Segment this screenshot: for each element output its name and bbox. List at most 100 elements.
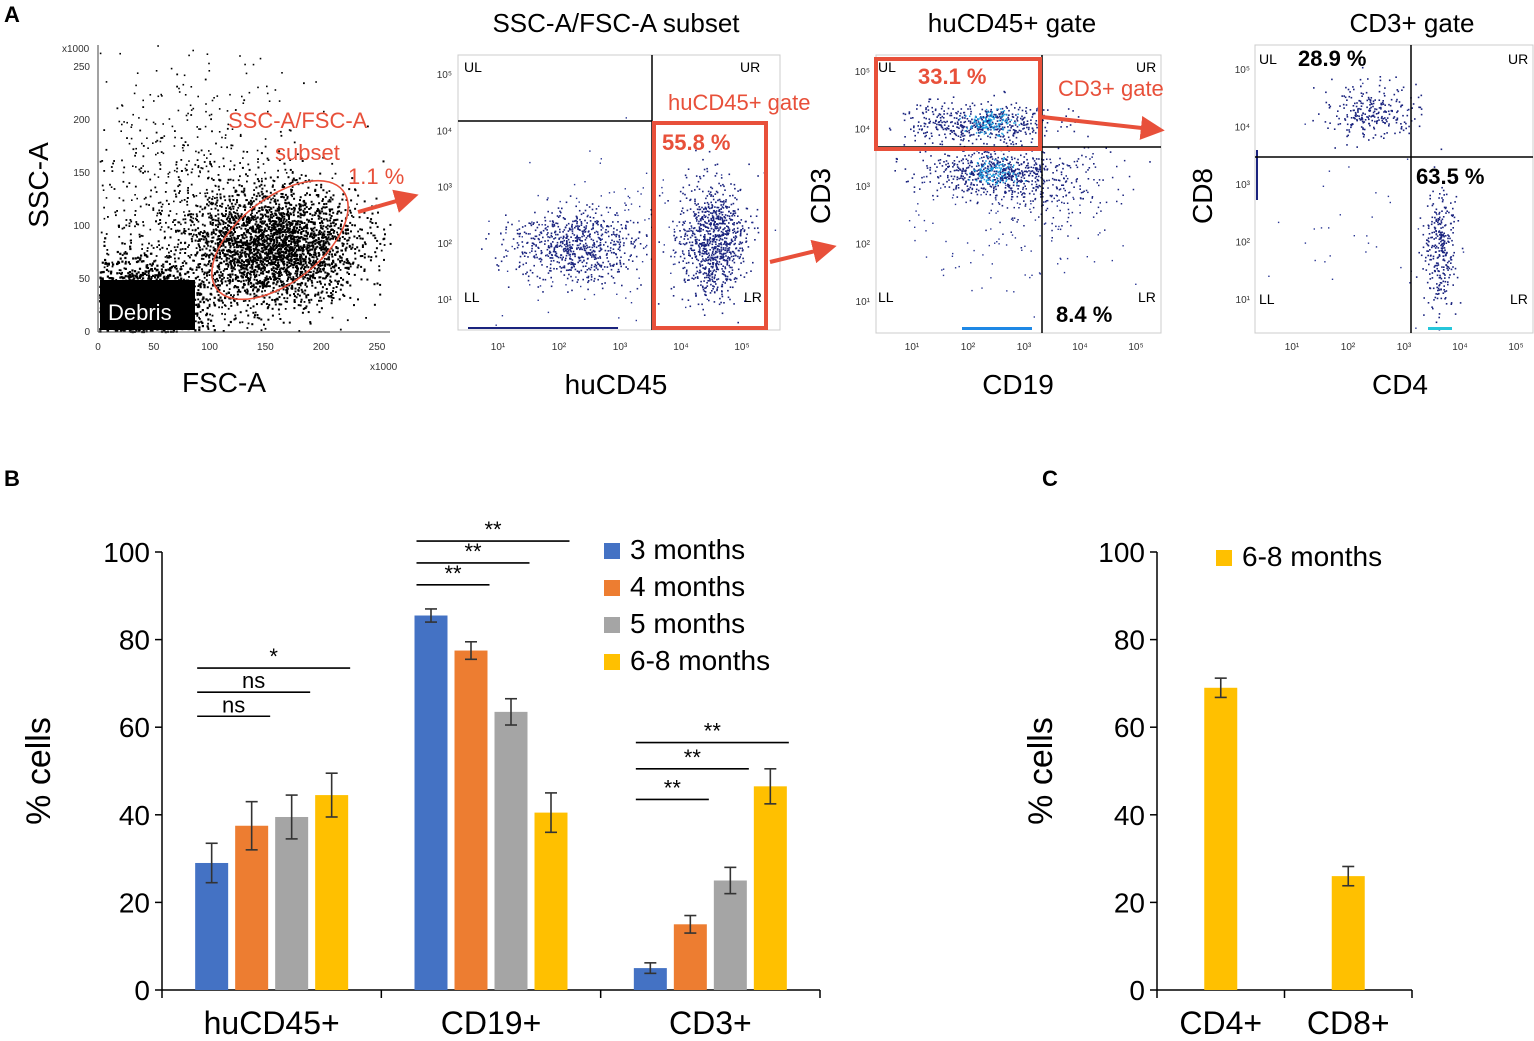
scatter-point xyxy=(278,229,281,232)
scatter-point xyxy=(326,248,329,251)
scatter-point xyxy=(221,278,224,281)
scatter-point xyxy=(271,261,273,264)
scatter-point xyxy=(201,214,204,217)
scatter-point xyxy=(298,247,301,250)
scatter-point xyxy=(267,218,270,221)
scatter-point xyxy=(329,238,332,241)
scatter-point xyxy=(135,260,139,264)
scatter-point xyxy=(213,272,216,275)
scatter-point xyxy=(334,223,337,226)
scatter-point xyxy=(320,186,323,189)
scatter-point xyxy=(228,213,231,216)
scatter-point xyxy=(262,243,265,246)
scatter-point xyxy=(288,240,290,243)
scatter-point xyxy=(283,217,286,220)
scatter-point xyxy=(256,236,259,238)
scatter-point xyxy=(224,246,227,249)
scatter-point xyxy=(225,284,228,287)
scatter-point xyxy=(334,254,337,256)
scatter-point xyxy=(158,209,161,212)
scatter-point xyxy=(198,316,200,319)
scatter-point xyxy=(137,223,140,226)
scatter-point xyxy=(300,298,303,301)
scatter-point xyxy=(288,229,291,232)
scatter-point xyxy=(211,241,213,244)
scatter-point xyxy=(328,208,331,211)
scatter-point xyxy=(264,248,267,251)
scatter-point xyxy=(265,302,268,305)
scatter-point xyxy=(310,232,313,235)
scatter-point xyxy=(272,228,275,231)
scatter-point xyxy=(347,267,350,270)
scatter-point xyxy=(250,281,252,284)
scatter-point xyxy=(123,252,126,255)
scatter-point xyxy=(255,244,258,247)
scatter-point xyxy=(277,255,280,258)
scatter-point xyxy=(264,195,267,198)
scatter-point xyxy=(201,268,203,271)
scatter-point xyxy=(217,209,220,212)
scatter-point xyxy=(320,291,323,294)
scatter-point xyxy=(227,204,229,207)
scatter-point xyxy=(299,216,302,219)
scatter-point xyxy=(305,285,308,288)
panel-a-letter: A xyxy=(4,2,20,27)
scatter-point xyxy=(240,213,243,216)
scatter-point xyxy=(302,307,305,310)
scatter-point xyxy=(252,217,254,220)
scatter-point xyxy=(230,231,233,234)
scatter-point xyxy=(306,237,309,240)
scatter-point xyxy=(207,244,209,247)
scatter-point xyxy=(288,255,291,258)
scatter-point xyxy=(134,274,137,277)
scatter-point xyxy=(293,260,296,263)
scatter-point xyxy=(311,221,314,224)
scatter-point xyxy=(217,225,219,228)
scatter-point xyxy=(239,175,241,178)
scatter-point xyxy=(300,288,303,291)
scatter-point xyxy=(179,248,182,251)
scatter-point xyxy=(287,176,290,179)
scatter-point xyxy=(246,304,249,307)
scatter-point xyxy=(243,193,246,196)
scatter-point xyxy=(294,246,297,249)
scatter-point xyxy=(272,274,275,276)
scatter-point xyxy=(146,264,149,266)
scatter-point xyxy=(324,236,327,238)
scatter-point xyxy=(242,191,245,194)
scatter-point xyxy=(309,234,312,236)
scatter-point xyxy=(147,277,150,280)
scatter-point xyxy=(289,264,292,267)
scatter-point xyxy=(286,287,289,290)
scatter-point xyxy=(344,266,347,269)
scatter-point xyxy=(197,175,200,178)
scatter-point xyxy=(319,244,322,247)
scatter-point xyxy=(292,231,295,234)
scatter-point xyxy=(254,240,257,243)
scatter-point xyxy=(303,244,306,247)
scatter-point xyxy=(124,256,127,260)
scatter-point xyxy=(311,284,314,287)
scatter-point xyxy=(135,329,138,332)
scatter-point xyxy=(217,284,220,287)
scatter-point xyxy=(178,272,182,275)
scatter-point xyxy=(319,276,322,279)
scatter-point xyxy=(134,154,136,157)
scatter-point xyxy=(265,260,268,263)
scatter-point xyxy=(199,263,202,265)
scatter-point xyxy=(229,242,232,245)
scatter-point xyxy=(211,203,214,206)
scatter-point xyxy=(303,301,306,303)
scatter-point xyxy=(251,216,253,219)
scatter-point xyxy=(301,160,304,162)
scatter-point xyxy=(223,318,226,321)
scatter-point xyxy=(280,224,282,227)
scatter-point xyxy=(247,262,250,265)
scatter-point xyxy=(324,206,327,209)
scatter-point xyxy=(382,160,385,163)
scatter-point xyxy=(227,224,229,227)
scatter-point xyxy=(249,233,252,236)
scatter-point xyxy=(252,247,255,250)
scatter-point xyxy=(214,273,216,276)
scatter-point xyxy=(337,227,340,230)
